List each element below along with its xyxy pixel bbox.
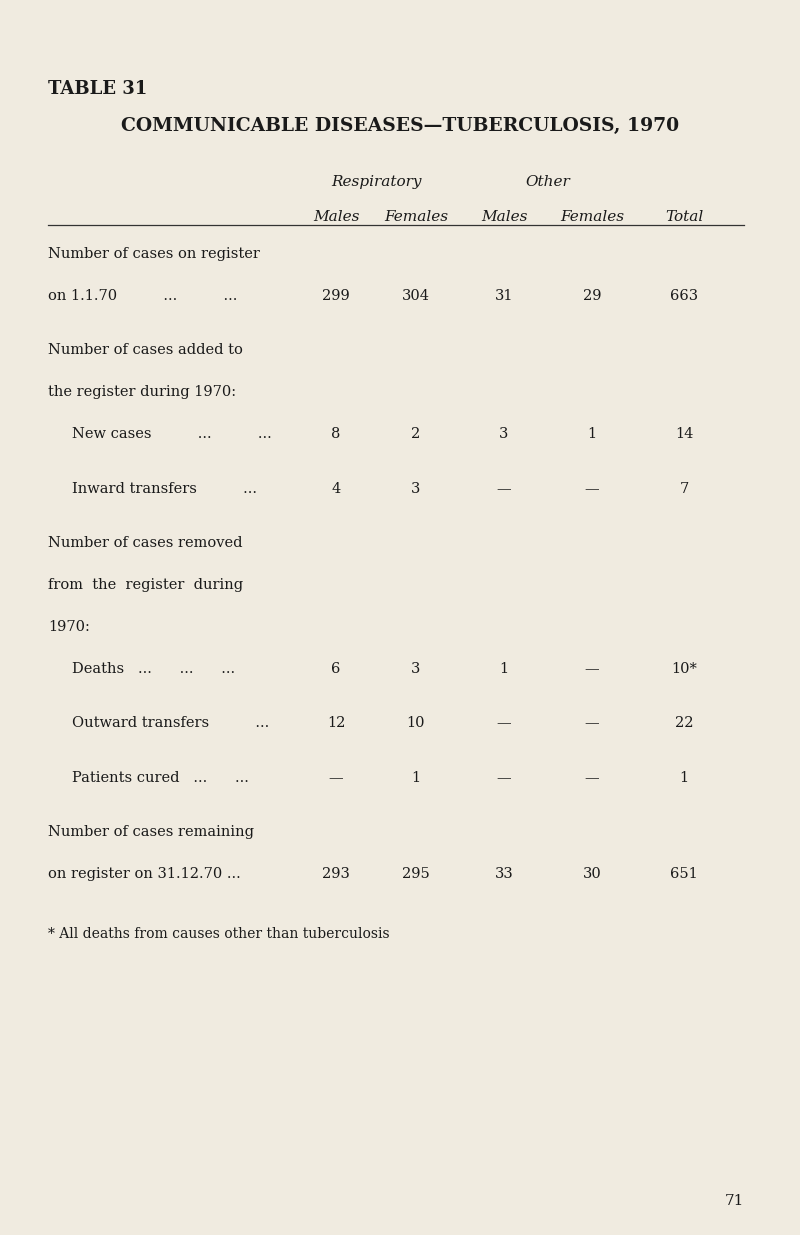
Text: 33: 33 (494, 867, 514, 881)
Text: 4: 4 (331, 482, 341, 495)
Text: 12: 12 (327, 716, 345, 730)
Text: 293: 293 (322, 867, 350, 881)
Text: 1: 1 (679, 771, 689, 784)
Text: 2: 2 (411, 427, 421, 441)
Text: Number of cases on register: Number of cases on register (48, 247, 260, 261)
Text: 3: 3 (499, 427, 509, 441)
Text: 7: 7 (679, 482, 689, 495)
Text: 31: 31 (494, 289, 514, 303)
Text: Males: Males (313, 210, 359, 224)
Text: on 1.1.70          ...          ...: on 1.1.70 ... ... (48, 289, 238, 303)
Text: Outward transfers          ...: Outward transfers ... (72, 716, 270, 730)
Text: * All deaths from causes other than tuberculosis: * All deaths from causes other than tube… (48, 927, 390, 941)
Text: 14: 14 (675, 427, 693, 441)
Text: 304: 304 (402, 289, 430, 303)
Text: 663: 663 (670, 289, 698, 303)
Text: Number of cases remaining: Number of cases remaining (48, 825, 254, 839)
Text: 10*: 10* (671, 662, 697, 676)
Text: 8: 8 (331, 427, 341, 441)
Text: Patients cured   ...      ...: Patients cured ... ... (72, 771, 249, 784)
Text: 1: 1 (587, 427, 597, 441)
Text: 3: 3 (411, 482, 421, 495)
Text: 3: 3 (411, 662, 421, 676)
Text: 6: 6 (331, 662, 341, 676)
Text: 651: 651 (670, 867, 698, 881)
Text: on register on 31.12.70 ...: on register on 31.12.70 ... (48, 867, 241, 881)
Text: —: — (497, 771, 511, 784)
Text: Females: Females (560, 210, 624, 224)
Text: COMMUNICABLE DISEASES—TUBERCULOSIS, 1970: COMMUNICABLE DISEASES—TUBERCULOSIS, 1970 (121, 117, 679, 136)
Text: Other: Other (526, 175, 570, 189)
Text: 30: 30 (582, 867, 602, 881)
Text: from  the  register  during: from the register during (48, 578, 243, 592)
Text: Deaths   ...      ...      ...: Deaths ... ... ... (72, 662, 235, 676)
Text: 1: 1 (499, 662, 509, 676)
Text: 29: 29 (582, 289, 602, 303)
Text: —: — (585, 771, 599, 784)
Text: Number of cases removed: Number of cases removed (48, 536, 242, 550)
Text: New cases          ...          ...: New cases ... ... (72, 427, 272, 441)
Text: Females: Females (384, 210, 448, 224)
Text: —: — (585, 482, 599, 495)
Text: —: — (497, 482, 511, 495)
Text: 295: 295 (402, 867, 430, 881)
Text: —: — (329, 771, 343, 784)
Text: the register during 1970:: the register during 1970: (48, 385, 236, 399)
Text: 1970:: 1970: (48, 620, 90, 634)
Text: —: — (497, 716, 511, 730)
Text: Respiratory: Respiratory (330, 175, 422, 189)
Text: Total: Total (665, 210, 703, 224)
Text: Number of cases added to: Number of cases added to (48, 343, 243, 357)
Text: —: — (585, 662, 599, 676)
Text: TABLE 31: TABLE 31 (48, 80, 147, 99)
Text: 1: 1 (411, 771, 421, 784)
Text: 22: 22 (674, 716, 694, 730)
Text: 71: 71 (725, 1194, 744, 1208)
Text: Inward transfers          ...: Inward transfers ... (72, 482, 257, 495)
Text: —: — (585, 716, 599, 730)
Text: 10: 10 (406, 716, 426, 730)
Text: 299: 299 (322, 289, 350, 303)
Text: Males: Males (481, 210, 527, 224)
